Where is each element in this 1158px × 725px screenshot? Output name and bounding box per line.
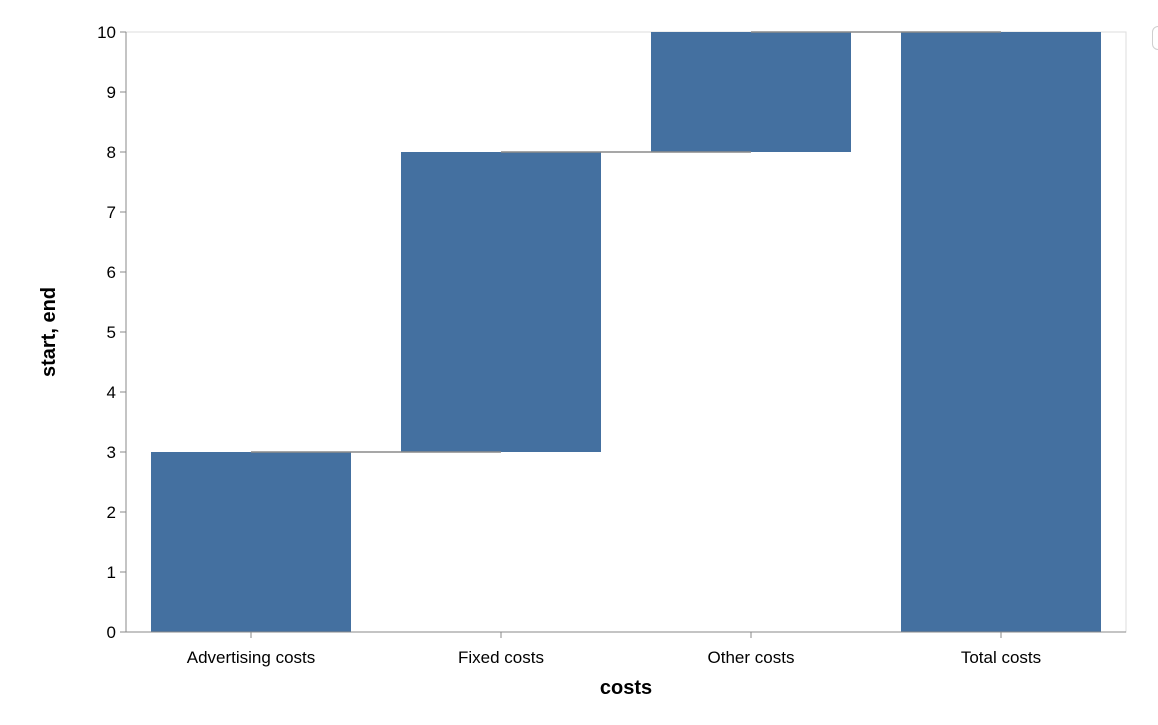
x-tick-label: Advertising costs (187, 648, 316, 667)
y-tick-label: 1 (107, 563, 116, 582)
y-tick-label: 8 (107, 143, 116, 162)
bar-total-costs[interactable] (901, 32, 1101, 632)
x-tick-label: Total costs (961, 648, 1041, 667)
chart-actions-button[interactable] (1152, 26, 1158, 50)
y-tick-label: 2 (107, 503, 116, 522)
y-tick-label: 9 (107, 83, 116, 102)
y-tick-label: 6 (107, 263, 116, 282)
y-tick-label: 7 (107, 203, 116, 222)
y-tick-label: 10 (97, 23, 116, 42)
y-tick-label: 0 (107, 623, 116, 642)
bar-fixed-costs[interactable] (401, 152, 601, 452)
connectors-layer (251, 31, 1001, 453)
x-axis-title: costs (600, 677, 652, 699)
y-tick-label: 4 (107, 383, 116, 402)
x-axis: Advertising costs Fixed costs Other costs T… (126, 631, 1126, 667)
x-tick-label: Other costs (708, 648, 795, 667)
y-axis-title: start, end (38, 287, 60, 377)
bar-advertising-costs[interactable] (151, 452, 351, 632)
y-tick-label: 3 (107, 443, 116, 462)
bars-layer (151, 32, 1101, 632)
y-tick-label: 5 (107, 323, 116, 342)
x-tick-label: Fixed costs (458, 648, 544, 667)
bar-other-costs[interactable] (651, 32, 851, 152)
y-axis: 0 1 2 3 4 5 6 7 8 9 10 (97, 23, 127, 642)
